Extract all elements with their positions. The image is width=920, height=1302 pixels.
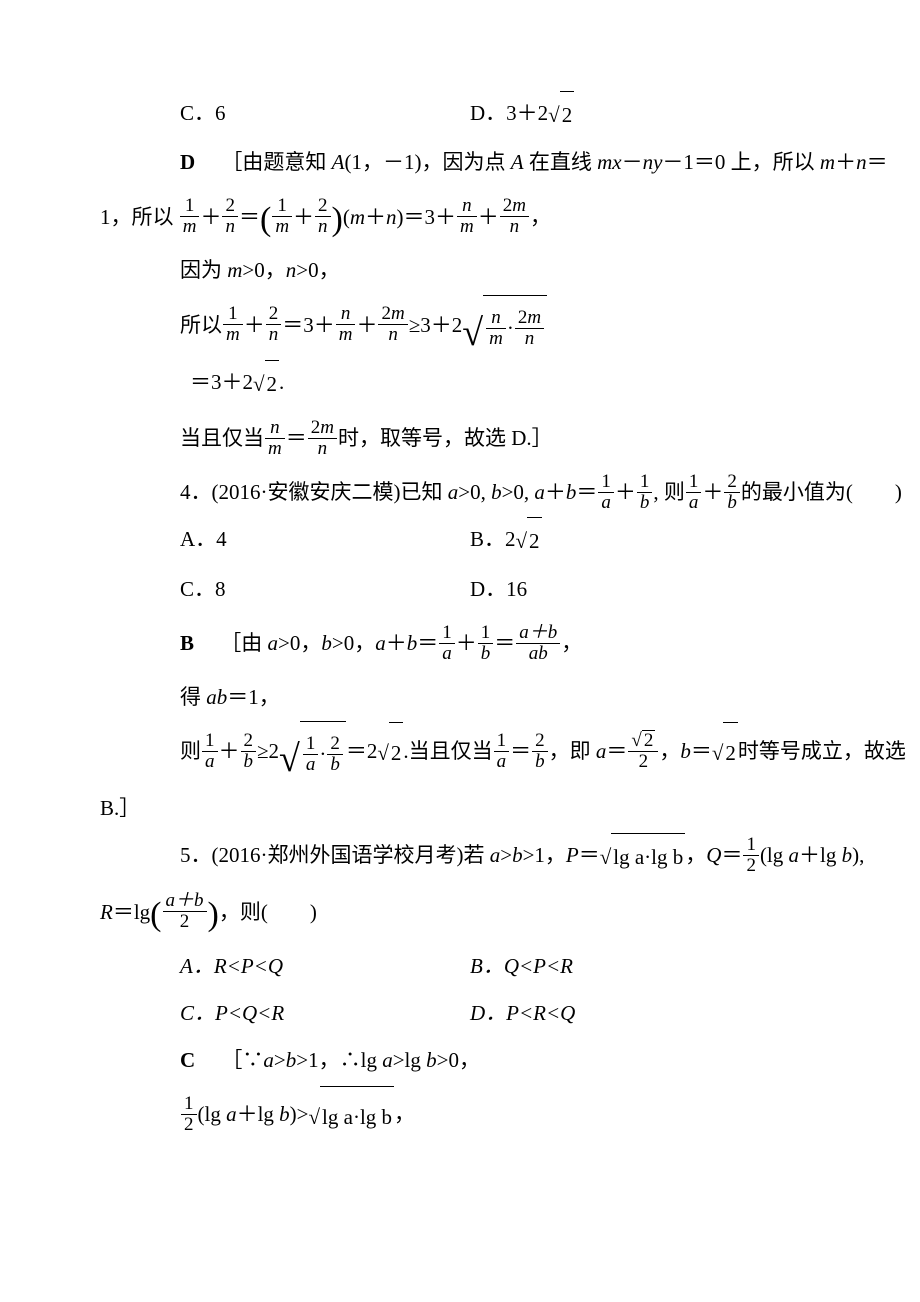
- q3-solution-l6: 当且仅当nm＝2mn时，取等号，故选 D.］: [100, 408, 920, 469]
- q4-opt-b: B．2√2: [470, 516, 542, 565]
- q5-options-row2: C．P<Q<R D．P<R<Q: [100, 990, 920, 1037]
- q3-solution-l5: ＝3＋2√2.: [100, 359, 920, 408]
- q3-opt-c: C．6: [180, 90, 470, 139]
- q5-opt-a: A．R<P<Q: [180, 943, 470, 990]
- q4-opt-a: A．4: [180, 516, 470, 565]
- q3-options-row2: C．6 D．3＋2√2: [100, 90, 920, 139]
- q4-solution-l4: B.］: [100, 785, 920, 832]
- q3-opt-d: D．3＋2√2: [470, 90, 574, 139]
- q5-solution-l1: C ［∵a>b>1，∴lg a>lg b>0，: [100, 1037, 920, 1084]
- q4-solution-l1: B ［由 a>0，b>0，a＋b＝1a＋1b＝a＋bab，: [100, 613, 920, 674]
- q4-options-row1: A．4 B．2√2: [100, 516, 920, 565]
- q4-stem: 4．(2016·安徽安庆二模)已知 a>0, b>0, a＋b＝1a＋1b, 则…: [100, 469, 920, 516]
- q4-opt-c: C．8: [180, 566, 470, 613]
- q4-answer: B: [180, 631, 194, 655]
- q4-solution-l3: 则1a＋2b≥2√1a·2b＝2√2.当且仅当1a＝2b，即 a＝√22，b＝√…: [100, 721, 920, 785]
- q3-solution-l3: 因为 m>0，n>0，: [100, 247, 920, 294]
- q5-opt-c: C．P<Q<R: [180, 990, 470, 1037]
- q5-options-row1: A．R<P<Q B．Q<P<R: [100, 943, 920, 990]
- q5-solution-l2: 12(lg a＋lg b)>√lg a·lg b，: [100, 1084, 920, 1147]
- q3-answer: D: [180, 150, 195, 174]
- q5-stem-l1: 5．(2016·郑州外国语学校月考)若 a>b>1，P＝√lg a·lg b，Q…: [100, 832, 920, 881]
- q3-solution-l4: 所以1m＋2n＝3＋nm＋2mn≥3＋2√nm·2mn: [100, 295, 920, 359]
- q3-solution-l2: 1，所以 1m＋2n＝(1m＋2n)(m＋n)＝3＋nm＋22mmn，: [100, 187, 920, 248]
- q5-stem-l2: R＝lg(a＋b2)，则( ): [100, 882, 920, 943]
- q3-solution-l1: D ［由题意知 A(1，－1)，因为点 A 在直线 mx－ny－1＝0 上，所以…: [100, 139, 920, 186]
- q4-options-row2: C．8 D．16: [100, 566, 920, 613]
- q4-opt-d: D．16: [470, 566, 527, 613]
- q5-answer: C: [180, 1048, 195, 1072]
- q5-opt-d: D．P<R<Q: [470, 990, 575, 1037]
- q4-solution-l2: 得 ab＝1，: [100, 674, 920, 721]
- q5-opt-b: B．Q<P<R: [470, 943, 573, 990]
